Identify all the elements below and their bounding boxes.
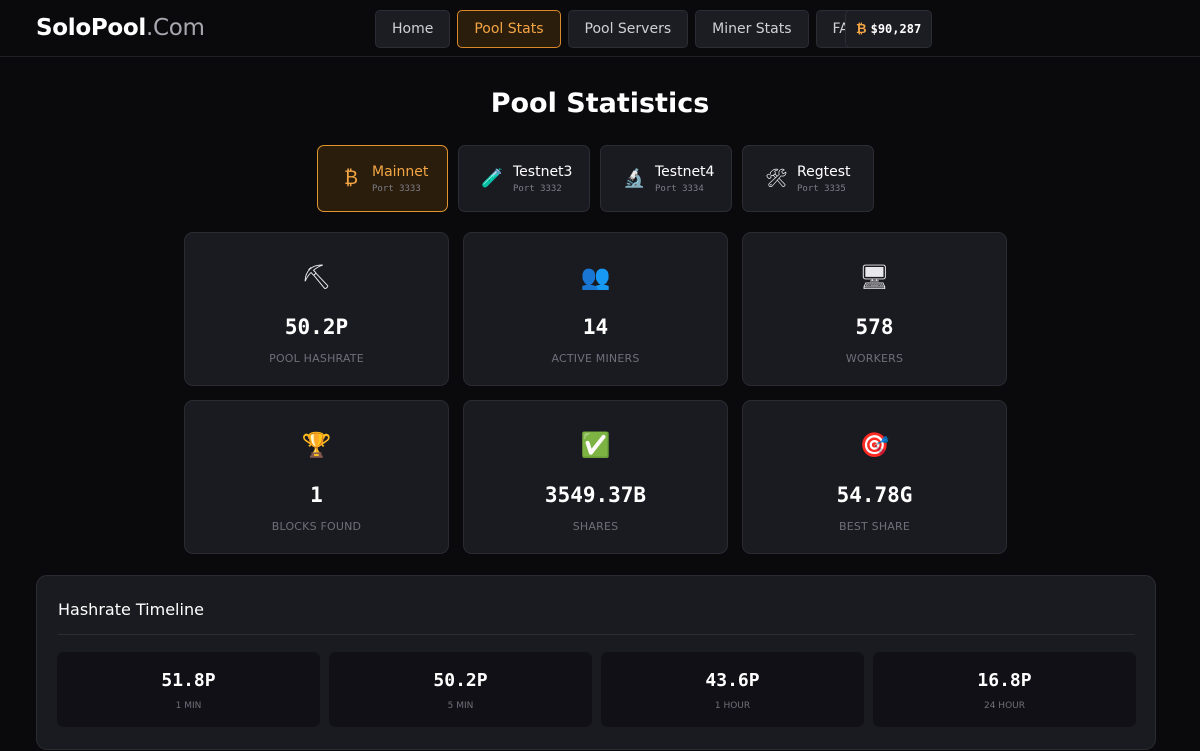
logo-brand: SoloPool [36,15,146,41]
timeline-value: 50.2P [433,670,488,691]
network-mainnet-button[interactable]: ₿ Mainnet Port 3333 [317,145,448,212]
stat-label: BEST SHARE [838,520,911,533]
stat-label: BLOCKS FOUND [271,520,362,533]
timeline-card-1min: 51.8P 1 MIN [57,652,320,727]
timeline-grid: 51.8P 1 MIN 50.2P 5 MIN 43.6P 1 HOUR 16.… [57,652,1136,727]
network-testnet3-button[interactable]: 🧪 Testnet3 Port 3332 [458,145,590,212]
timeline-value: 16.8P [977,670,1032,691]
page-title: Pool Statistics [490,88,710,119]
network-name: Testnet3 [513,163,573,180]
microscope-icon: 🔬 [623,168,646,189]
nav-pool-stats-button[interactable]: Pool Stats [457,10,561,48]
timeline-title: Hashrate Timeline [58,600,204,619]
timeline-value: 51.8P [161,670,216,691]
btc-price-value: $90,287 [870,22,922,36]
bitcoin-icon: ₿ [343,167,359,189]
pickaxe-icon: ⛏ [301,263,332,291]
logo-tld: .Com [146,15,205,41]
stat-value: 3549.37B [544,483,647,507]
timeline-label: 5 MIN [447,701,474,711]
timeline-card-5min: 50.2P 5 MIN [329,652,592,727]
stat-label: POOL HASHRATE [269,352,364,365]
timeline-label: 24 HOUR [983,701,1025,711]
bitcoin-icon: ₿ [856,22,867,37]
btc-price-badge: ₿ $90,287 [845,10,933,48]
network-regtest-button[interactable]: 🛠 Regtest Port 3335 [742,145,874,212]
network-port: Port 3335 [797,183,846,194]
nav-home-button[interactable]: Home [375,10,451,48]
timeline-value: 43.6P [705,670,760,691]
stat-card-pool-hashrate: ⛏ 50.2P POOL HASHRATE [184,232,449,386]
stat-label: WORKERS [845,352,904,365]
trophy-icon: 🏆 [301,431,332,459]
network-selector: ₿ Mainnet Port 3333 🧪 Testnet3 Port 3332… [317,145,874,212]
stat-value: 578 [855,315,894,339]
stats-grid: ⛏ 50.2P POOL HASHRATE 👥 14 ACTIVE MINERS… [184,232,1007,554]
stat-value: 54.78G [836,483,913,507]
top-header: SoloPool.Com Home Pool Stats Pool Server… [0,0,1200,57]
stat-label: SHARES [572,520,619,533]
target-icon: 🎯 [859,431,890,459]
timeline-label: 1 MIN [175,701,202,711]
tools-icon: 🛠 [765,168,788,189]
stat-card-shares: ✅ 3549.37B SHARES [463,400,728,554]
nav-pool-servers-button[interactable]: Pool Servers [567,10,689,48]
network-port: Port 3333 [372,183,421,194]
main-nav: Home Pool Stats Pool Servers Miner Stats… [375,10,877,48]
stat-label: ACTIVE MINERS [551,352,640,365]
timeline-card-1hour: 43.6P 1 HOUR [601,652,864,727]
test-tube-icon: 🧪 [481,168,504,189]
network-name: Mainnet [372,163,429,180]
stat-card-blocks-found: 🏆 1 BLOCKS FOUND [184,400,449,554]
network-port: Port 3334 [655,183,704,194]
users-icon: 👥 [580,263,611,291]
network-testnet4-button[interactable]: 🔬 Testnet4 Port 3334 [600,145,732,212]
stat-value: 1 [310,483,323,507]
site-logo[interactable]: SoloPool.Com [36,15,205,41]
stat-card-workers: 🖥 578 WORKERS [742,232,1007,386]
hashrate-timeline-panel: Hashrate Timeline 51.8P 1 MIN 50.2P 5 MI… [36,575,1156,750]
stat-value: 14 [582,315,609,339]
stat-card-best-share: 🎯 54.78G BEST SHARE [742,400,1007,554]
network-name: Testnet4 [655,163,715,180]
stat-card-active-miners: 👥 14 ACTIVE MINERS [463,232,728,386]
network-name: Regtest [797,163,851,180]
network-port: Port 3332 [513,183,562,194]
timeline-label: 1 HOUR [714,701,751,711]
stat-value: 50.2P [284,315,349,339]
nav-miner-stats-button[interactable]: Miner Stats [695,10,809,48]
timeline-card-24hour: 16.8P 24 HOUR [873,652,1136,727]
check-icon: ✅ [580,431,611,459]
computer-icon: 🖥 [859,263,890,291]
divider [58,634,1135,635]
